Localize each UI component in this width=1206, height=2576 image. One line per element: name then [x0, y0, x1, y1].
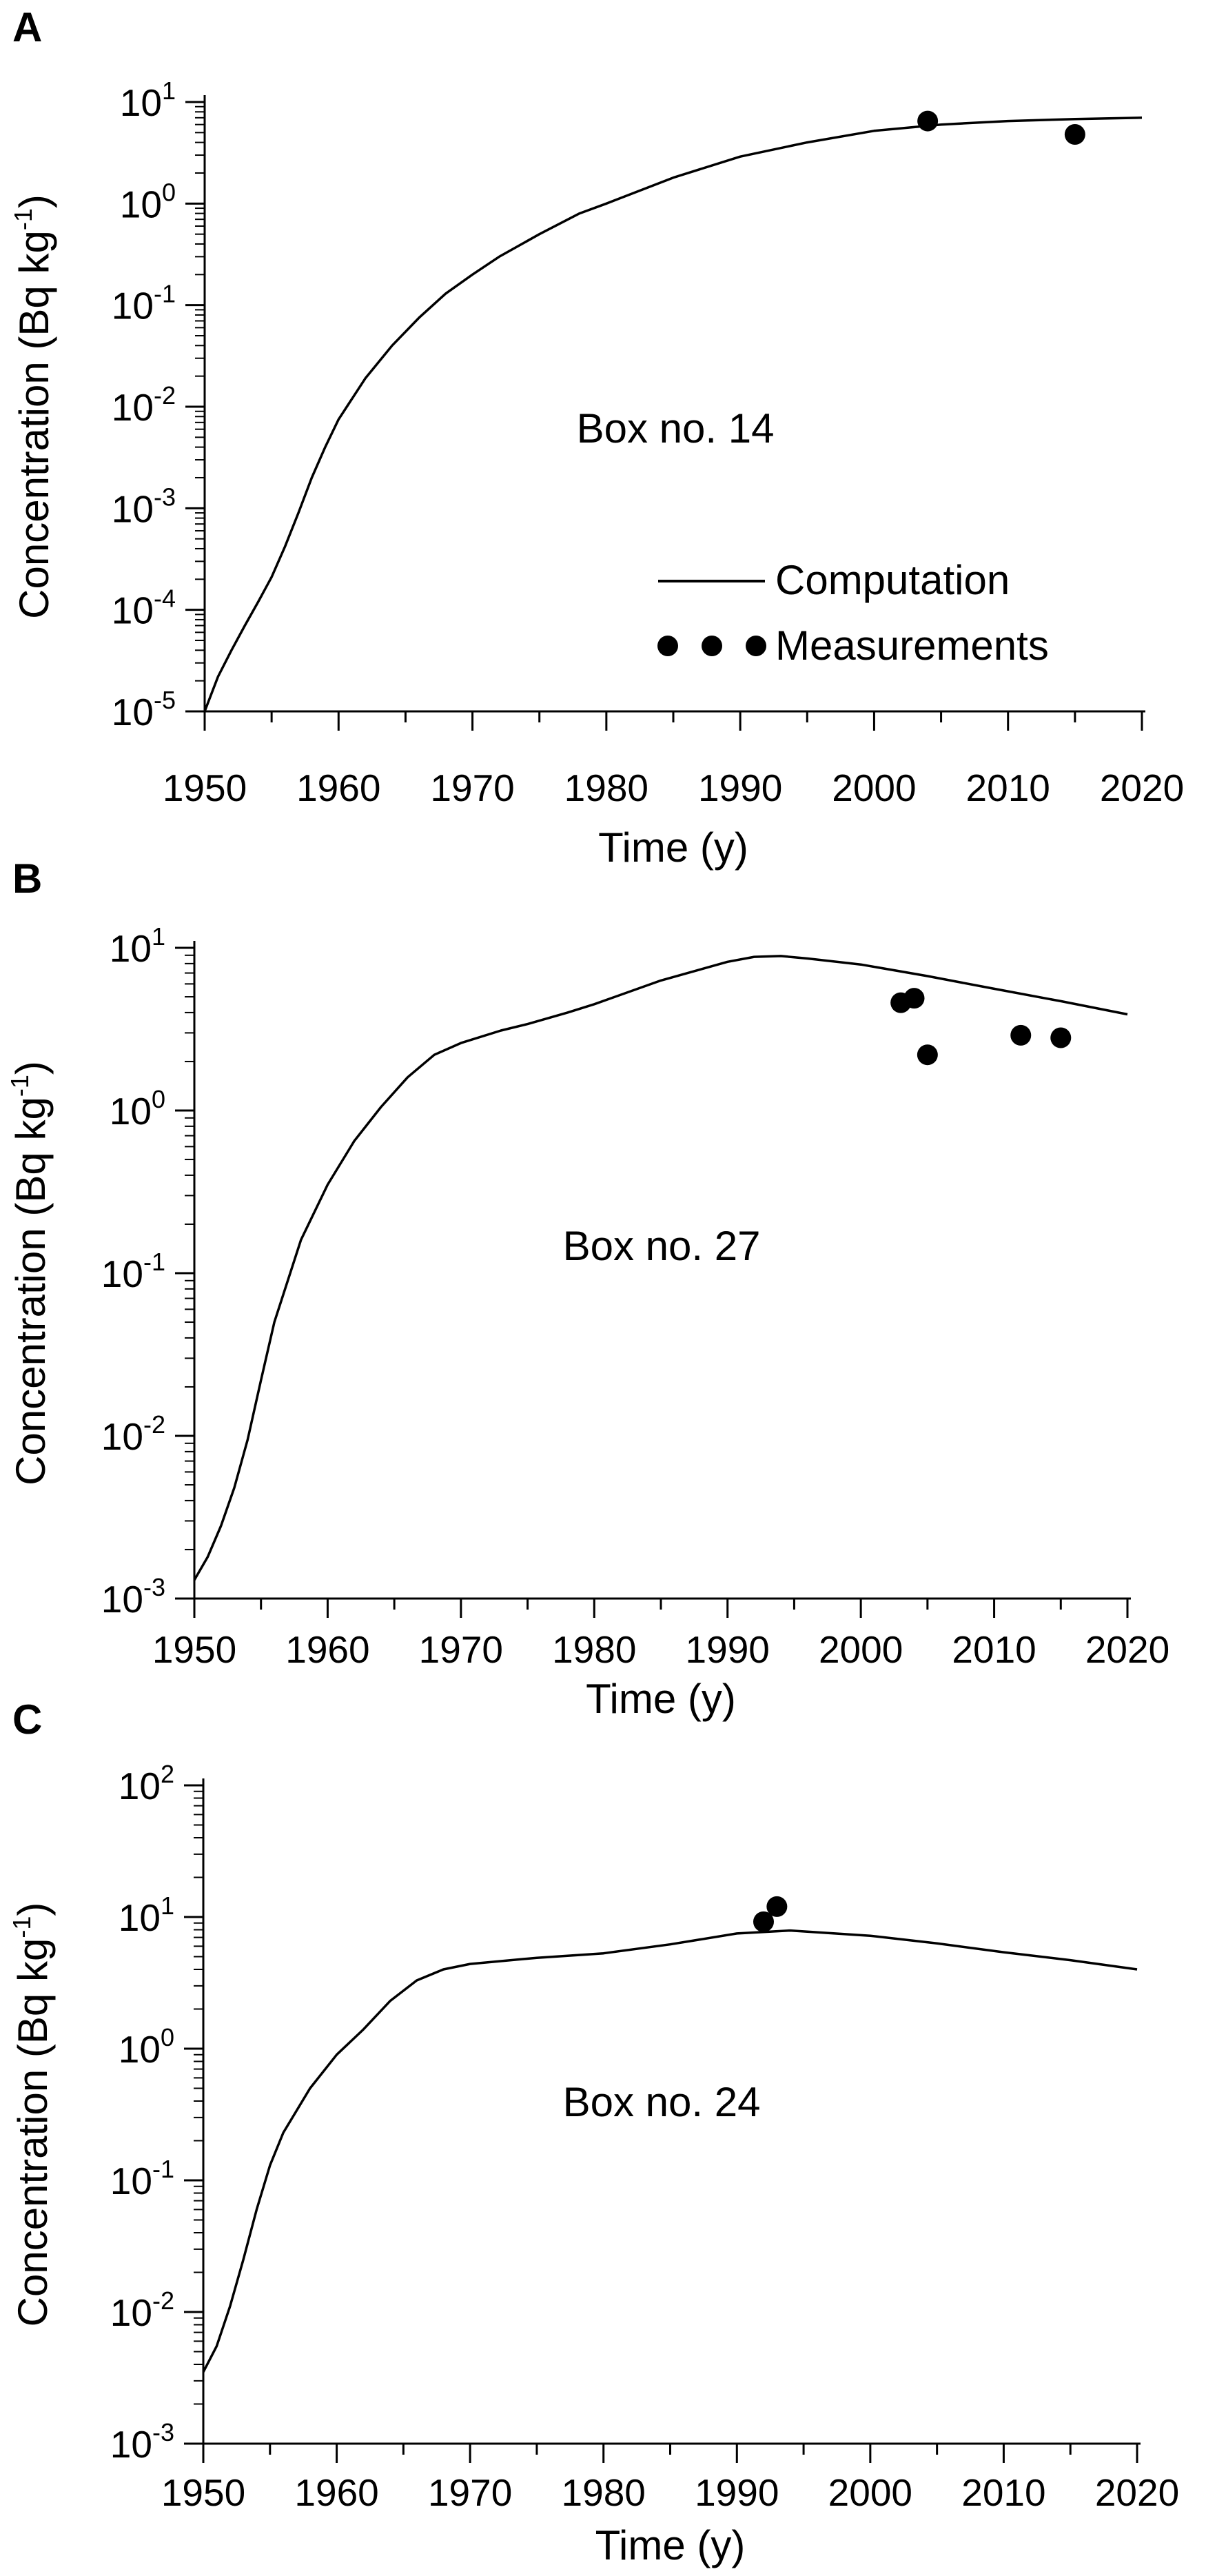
- x-tick-label: 1950: [163, 767, 247, 809]
- measurement-point: [917, 110, 939, 132]
- measurement-point: [1010, 1024, 1032, 1046]
- y-tick-label: 10-2: [112, 381, 176, 429]
- panel-label: B: [12, 855, 42, 902]
- y-tick-label: 10-3: [112, 483, 176, 530]
- y-axis-title: Concentration (Bq kg-1): [8, 1903, 56, 2327]
- x-tick-label: 1960: [296, 767, 380, 809]
- legend: Computation Measurements: [657, 557, 1049, 669]
- x-tick-label: 1990: [686, 1628, 770, 1671]
- legend-computation-label: Computation: [775, 557, 1010, 603]
- x-tick-label: 2010: [952, 1628, 1036, 1671]
- y-tick-label: 102: [119, 1760, 174, 1807]
- x-tick-label: 2010: [961, 2471, 1045, 2514]
- x-tick-label: 1980: [552, 1628, 636, 1671]
- measurement-point: [903, 988, 925, 1009]
- x-tick-label: 2020: [1100, 767, 1184, 809]
- y-tick-label: 101: [110, 922, 165, 970]
- y-tick-label: 100: [110, 1085, 165, 1133]
- box-annotation: Box no. 27: [563, 1223, 761, 1269]
- chart-panel-a: A 1950 1960 1970 1980 1990 2000 2010 2020 10-5 10-…: [9, 4, 1184, 871]
- y-axis-title: Concentration (Bq kg-1): [9, 194, 57, 619]
- measurement-point: [1050, 1027, 1072, 1048]
- y-tick-label: 10-2: [110, 2286, 174, 2334]
- y-tick-label: 10-5: [112, 686, 176, 733]
- y-tick-label: 10-3: [101, 1573, 165, 1621]
- y-tick-label: 100: [119, 2023, 174, 2071]
- computation-line: [193, 955, 1128, 1581]
- x-tick-label: 1970: [428, 2471, 512, 2514]
- y-tick-label: 10-2: [101, 1410, 165, 1458]
- legend-marker-swatch: [702, 636, 722, 656]
- y-axis-title: Concentration (Bq kg-1): [6, 1061, 54, 1485]
- computation-line: [203, 116, 1143, 712]
- legend-measurements-label: Measurements: [775, 622, 1049, 669]
- x-tick-label: 2000: [828, 2471, 912, 2514]
- chart-panel-c: C 1950 1960 1970 1980 1990 2000 2010 2020 10-3 10-…: [8, 1696, 1179, 2568]
- x-tick-label: 1980: [562, 2471, 646, 2514]
- x-tick-label: 1960: [294, 2471, 378, 2514]
- y-tick-label: 10-4: [112, 585, 176, 632]
- y-tick-label: 101: [119, 1892, 174, 1939]
- x-axis-title: Time (y): [595, 2522, 746, 2568]
- measurement-point: [917, 1044, 938, 1066]
- x-tick-label: 1980: [564, 767, 648, 809]
- x-tick-label: 1960: [285, 1628, 369, 1671]
- y-tick-label: 10-3: [110, 2418, 174, 2466]
- x-tick-label: 2000: [819, 1628, 903, 1671]
- y-tick-label: 101: [120, 77, 176, 124]
- legend-marker-swatch: [746, 636, 766, 656]
- box-annotation: Box no. 24: [563, 2079, 761, 2125]
- measurement-point: [753, 1911, 774, 1932]
- x-axis-title: Time (y): [586, 1676, 736, 1722]
- x-axis-title: Time (y): [598, 824, 748, 871]
- y-tick-label: 100: [120, 178, 176, 225]
- measurement-point: [766, 1896, 788, 1917]
- x-tick-label: 1950: [161, 2471, 245, 2514]
- x-tick-label: 2020: [1095, 2471, 1179, 2514]
- x-tick-label: 2000: [832, 767, 916, 809]
- y-tick-label: 10-1: [112, 280, 176, 327]
- panel-label: A: [12, 4, 42, 50]
- measurement-point: [1064, 123, 1085, 145]
- chart-panel-b: B 1950 1960 1970 1980 1990 2000 2010 2020 10-3 10-…: [6, 855, 1169, 1722]
- x-tick-label: 1970: [419, 1628, 503, 1671]
- y-tick-label: 10-1: [110, 2155, 174, 2202]
- legend-marker-swatch: [657, 636, 678, 656]
- computation-line: [202, 1929, 1138, 2373]
- box-annotation: Box no. 14: [577, 405, 775, 452]
- x-tick-label: 2010: [966, 767, 1050, 809]
- x-tick-label: 1990: [695, 2471, 779, 2514]
- x-tick-label: 1990: [698, 767, 782, 809]
- y-tick-label: 10-1: [101, 1248, 165, 1295]
- x-tick-label: 1950: [152, 1628, 236, 1671]
- panel-label: C: [12, 1696, 42, 1743]
- x-tick-label: 1970: [430, 767, 514, 809]
- x-tick-label: 2020: [1085, 1628, 1169, 1671]
